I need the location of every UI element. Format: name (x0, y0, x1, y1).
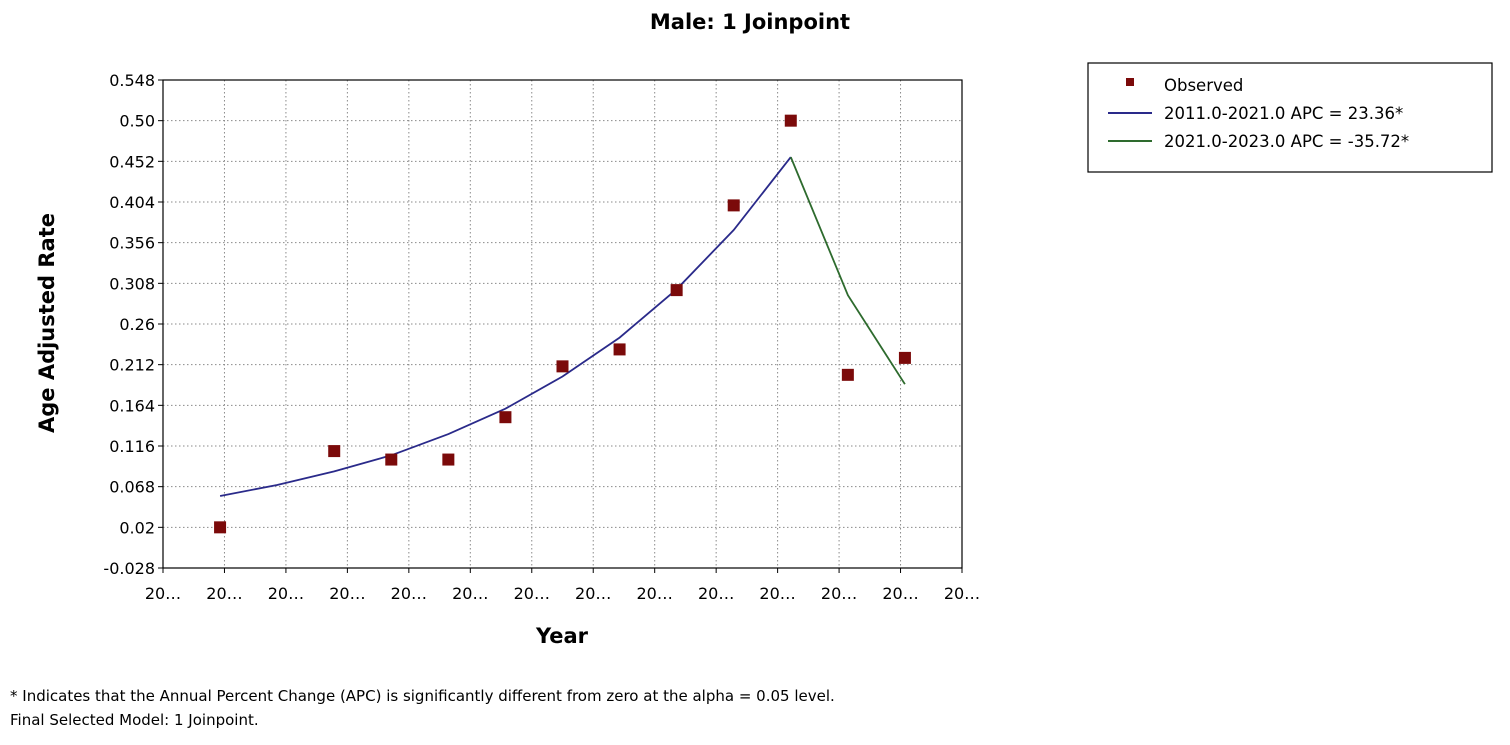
series-layer (214, 114, 911, 534)
legend-label: Observed (1164, 76, 1243, 95)
observed-point (499, 411, 512, 424)
y-axis-ticks: 0.548 0.50 0.452 0.404 0.356 0.308 0.26 0.212 0.… (103, 71, 163, 578)
observed-point (214, 521, 227, 534)
x-tick-label: 20… (637, 584, 673, 603)
x-tick-label: 20… (575, 584, 611, 603)
x-tick-label: 20… (268, 584, 304, 603)
observed-point (727, 199, 740, 212)
observed-point (613, 343, 626, 356)
x-tick-label: 20… (821, 584, 857, 603)
observed-point (841, 368, 854, 381)
observed-point (385, 453, 398, 466)
x-tick-label: 20… (882, 584, 918, 603)
y-tick-label: 0.308 (109, 274, 155, 293)
observed-point (784, 114, 797, 127)
x-tick-label: 20… (391, 584, 427, 603)
x-tick-label: 20… (698, 584, 734, 603)
x-tick-label: 20… (514, 584, 550, 603)
legend-label: 2011.0-2021.0 APC = 23.36* (1164, 104, 1403, 123)
footnote-final-model: Final Selected Model: 1 Joinpoint. (10, 711, 259, 729)
y-tick-label: 0.26 (119, 315, 155, 334)
observed-point (328, 445, 341, 458)
observed-point (442, 453, 455, 466)
x-tick-label: 20… (145, 584, 181, 603)
grid-lines (163, 80, 962, 568)
x-axis-title: Year (535, 624, 589, 648)
x-axis-ticks: 20… 20… 20… 20… 20… 20… 20… 20… 20… 20… 20… 20… 20… 2… (145, 568, 980, 603)
plot-area-frame (162, 79, 963, 569)
y-tick-label: 0.452 (109, 152, 155, 171)
y-tick-label: 0.02 (119, 518, 155, 537)
y-tick-label: 0.116 (109, 437, 155, 456)
footnote-apc: * Indicates that the Annual Percent Chan… (10, 687, 835, 705)
observed-point (556, 360, 569, 373)
observed-point (898, 351, 911, 364)
y-axis-title: Age Adjusted Rate (35, 213, 59, 433)
y-tick-label: 0.212 (109, 356, 155, 375)
x-tick-label: 20… (944, 584, 980, 603)
y-tick-label: 0.068 (109, 478, 155, 497)
legend: Observed 2011.0-2021.0 APC = 23.36* 2021.0… (1087, 62, 1493, 173)
chart-title: Male: 1 Joinpoint (650, 10, 850, 34)
x-tick-label: 20… (759, 584, 795, 603)
legend-marker-observed (1126, 78, 1134, 86)
fit-line (789, 156, 906, 385)
fit-line (219, 156, 792, 497)
y-tick-label: 0.164 (109, 396, 155, 415)
y-tick-label: -0.028 (103, 559, 155, 578)
joinpoint-chart: Male: 1 Joinpoint Age Adjusted Rate Year… (35, 10, 1493, 648)
legend-box (1087, 62, 1493, 173)
observed-point (670, 284, 683, 297)
legend-label: 2021.0-2023.0 APC = -35.72* (1164, 132, 1409, 151)
x-tick-label: 20… (329, 584, 365, 603)
x-tick-label: 20… (206, 584, 242, 603)
x-tick-label: 20… (452, 584, 488, 603)
y-tick-label: 0.404 (109, 193, 155, 212)
y-tick-label: 0.356 (109, 234, 155, 253)
y-tick-label: 0.548 (109, 71, 155, 90)
y-tick-label: 0.50 (119, 112, 155, 131)
